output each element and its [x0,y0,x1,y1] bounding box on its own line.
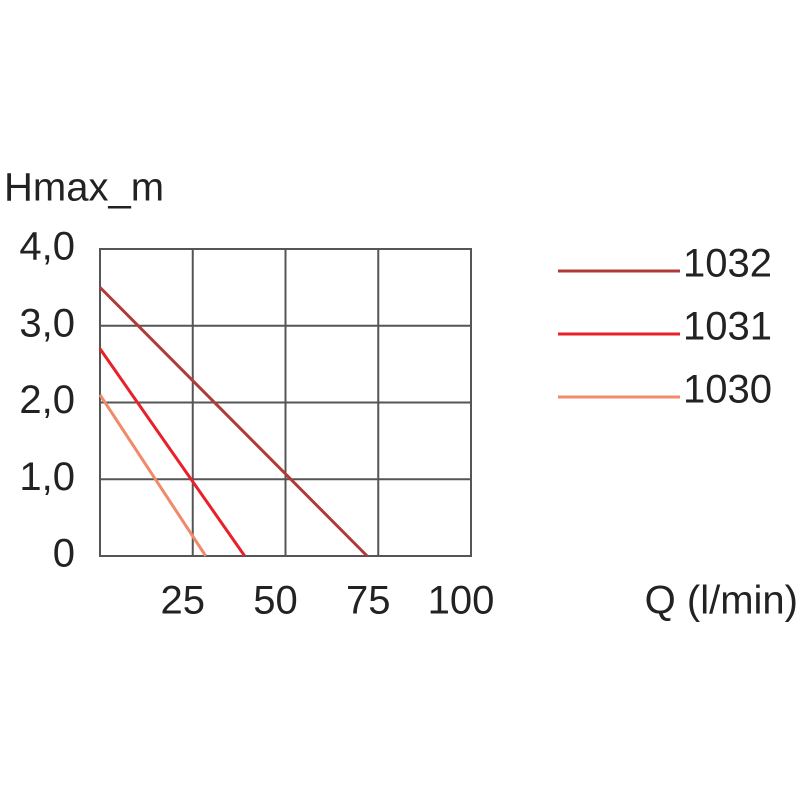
x-tick-label: 100 [428,579,495,623]
y-tick-label: 2,0 [19,378,75,422]
y-tick-label: 4,0 [19,225,75,269]
y-tick-label: 3,0 [19,301,75,345]
y-tick-label: 1,0 [19,455,75,499]
series-line [98,347,246,557]
legend-label: 1032 [683,242,772,286]
x-tick-label: 50 [253,579,298,623]
series-line [98,394,207,557]
y-tick-label: 0 [53,532,75,576]
x-tick-label: 25 [161,579,206,623]
y-axis-title: Hmax_m [4,166,164,210]
series-line [98,286,369,558]
legend-label: 1030 [683,368,772,412]
x-axis-title: Q (l/min) [645,579,798,623]
x-tick-label: 75 [346,579,391,623]
legend-label: 1031 [683,305,772,349]
